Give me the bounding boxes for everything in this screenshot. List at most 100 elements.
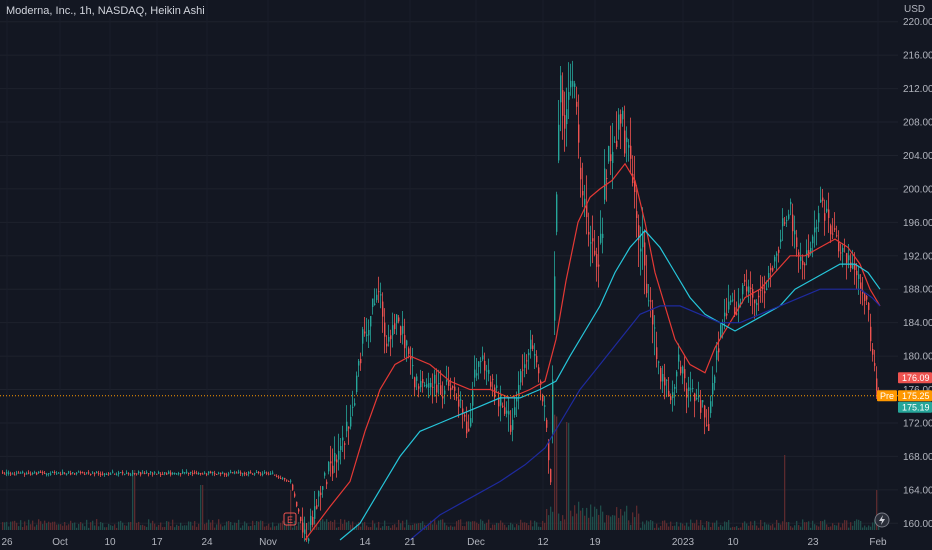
candle-body bbox=[554, 276, 556, 321]
candle-body bbox=[158, 472, 160, 474]
volume-bar bbox=[416, 523, 418, 530]
volume-bar bbox=[526, 523, 528, 530]
candle-body bbox=[110, 473, 112, 475]
candle-body bbox=[598, 264, 600, 267]
candle-body bbox=[784, 222, 786, 224]
volume-bar bbox=[486, 522, 488, 530]
volume-bar bbox=[562, 515, 564, 530]
volume-bar bbox=[626, 505, 628, 530]
candle-body bbox=[820, 199, 822, 203]
candle-body bbox=[790, 201, 792, 205]
candle-body bbox=[714, 376, 716, 383]
candle-body bbox=[260, 473, 262, 475]
candle-body bbox=[850, 262, 852, 268]
candle-body bbox=[10, 473, 12, 475]
volume-bar bbox=[836, 525, 838, 530]
candle-body bbox=[364, 331, 366, 334]
candle-body bbox=[152, 473, 154, 475]
candle-body bbox=[406, 340, 408, 346]
candle-body bbox=[416, 376, 418, 381]
candle-body bbox=[84, 473, 86, 475]
volume-bar bbox=[118, 521, 120, 530]
candle-body bbox=[302, 522, 304, 533]
candle-body bbox=[36, 472, 38, 475]
candle-body bbox=[636, 211, 638, 219]
candle-body bbox=[484, 360, 486, 371]
volume-bar bbox=[844, 520, 846, 530]
volume-bar bbox=[468, 521, 470, 530]
volume-bar bbox=[258, 521, 260, 530]
volume-bar bbox=[30, 524, 32, 530]
candle-body bbox=[726, 313, 728, 316]
candle-body bbox=[874, 363, 876, 366]
candle-body bbox=[740, 302, 742, 304]
candle-body bbox=[522, 369, 524, 371]
candle-body bbox=[194, 472, 196, 474]
volume-bar bbox=[356, 524, 358, 530]
volume-bar bbox=[854, 520, 856, 530]
candle-body bbox=[228, 473, 230, 475]
volume-bar bbox=[722, 526, 724, 530]
candle-body bbox=[140, 472, 142, 475]
candle-body bbox=[188, 472, 190, 474]
candle-body bbox=[630, 145, 632, 159]
volume-bar bbox=[314, 520, 316, 530]
candle-body bbox=[252, 473, 254, 475]
volume-bar bbox=[870, 526, 872, 530]
candle-body bbox=[86, 472, 88, 474]
volume-bar bbox=[672, 525, 674, 530]
candle-body bbox=[686, 388, 688, 398]
volume-bar bbox=[712, 522, 714, 530]
volume-bar bbox=[346, 522, 348, 530]
candle-body bbox=[186, 471, 188, 473]
volume-bar bbox=[362, 522, 364, 530]
volume-bar bbox=[374, 523, 376, 530]
candle-body bbox=[524, 364, 526, 368]
volume-bar bbox=[50, 522, 52, 530]
volume-bar bbox=[786, 522, 788, 530]
candle-body bbox=[672, 392, 674, 399]
volume-bar bbox=[360, 526, 362, 530]
volume-bar bbox=[738, 527, 740, 530]
volume-bar bbox=[402, 520, 404, 530]
volume-bar bbox=[350, 524, 352, 530]
volume-bar bbox=[326, 519, 328, 530]
volume-bar bbox=[760, 519, 762, 530]
candle-body bbox=[852, 264, 854, 269]
volume-bar bbox=[578, 501, 580, 530]
volume-bar bbox=[162, 527, 164, 530]
volume-bar bbox=[566, 421, 568, 530]
volume-bar bbox=[378, 521, 380, 530]
volume-bar bbox=[244, 521, 246, 530]
moving-average-mid bbox=[339, 229, 881, 541]
volume-bar bbox=[442, 519, 444, 530]
volume-bar bbox=[84, 526, 86, 530]
volume-bar bbox=[838, 522, 840, 530]
volume-bar bbox=[592, 516, 594, 530]
candle-body bbox=[72, 472, 74, 474]
candle-body bbox=[24, 473, 26, 475]
volume-bar bbox=[544, 522, 546, 530]
candle-body bbox=[870, 326, 872, 342]
price-tick-label: 172.00 bbox=[903, 418, 932, 429]
candle-body bbox=[748, 286, 750, 293]
volume-bar bbox=[522, 522, 524, 530]
volume-bar bbox=[338, 526, 340, 530]
candle-body bbox=[768, 273, 770, 278]
candle-body bbox=[578, 124, 580, 143]
volume-bar bbox=[874, 519, 876, 530]
volume-bar bbox=[602, 511, 604, 530]
candle-body bbox=[830, 225, 832, 235]
volume-bar bbox=[366, 525, 368, 530]
volume-bar bbox=[540, 527, 542, 530]
volume-bar bbox=[94, 525, 96, 530]
candle-body bbox=[402, 325, 404, 334]
volume-bar bbox=[12, 521, 14, 530]
candle-body bbox=[530, 339, 532, 349]
volume-bar bbox=[218, 519, 220, 530]
candle-body bbox=[536, 355, 538, 363]
volume-bar bbox=[472, 521, 474, 530]
candle-body bbox=[326, 481, 328, 485]
candle-body bbox=[658, 361, 660, 363]
